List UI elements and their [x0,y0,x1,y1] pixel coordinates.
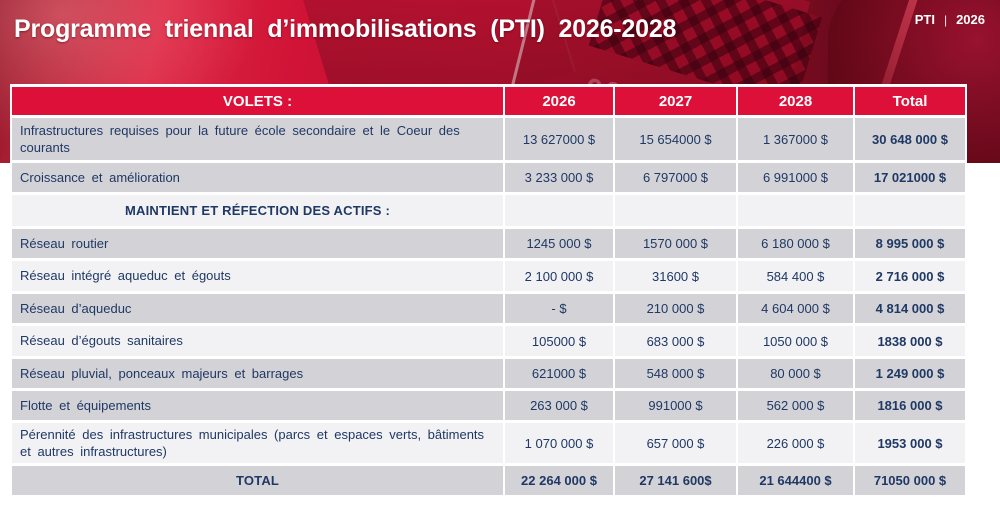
corner-badge-pti: PTI [914,12,935,27]
column-header-2028: 2028 [736,84,855,118]
page-title: Programme triennal d’immobilisations (PT… [14,15,677,43]
table-row-reseau-pluvial: Réseau pluvial, ponceaux majeurs et barr… [10,356,967,391]
value-2028: 584 400 $ [736,258,855,294]
value-2027: 991000 $ [613,388,738,423]
value-2028: 226 000 $ [736,419,855,467]
value-total: 1953 000 $ [853,419,967,467]
value-2028: 562 000 $ [736,388,855,423]
value-2026: 263 000 $ [503,388,615,423]
value-2026 [503,192,615,229]
value-2027: 548 000 $ [613,356,738,391]
section-label: MAINTIENT ET RÉFECTION DES ACTIFS : [10,192,505,229]
value-total: 30 648 000 $ [853,115,967,163]
pti-budget-table: VOLETS : 2026 2027 2028 Total Infrastruc… [10,84,967,499]
value-2028: 4 604 000 $ [736,291,855,326]
value-2028: 6 991000 $ [736,160,855,195]
row-label: Réseau d’aqueduc [10,291,505,326]
table-row-grand-total: TOTAL 22 264 000 $ 27 141 600$ 21 644400… [10,463,967,499]
total-label: TOTAL [10,463,505,499]
table-section-row-maintient: MAINTIENT ET RÉFECTION DES ACTIFS : [10,192,967,229]
value-2028: 6 180 000 $ [736,226,855,261]
row-label: Pérennité des infrastructures municipale… [10,419,505,467]
row-label: Infrastructures requises pour la future … [10,115,505,163]
value-total: 1816 000 $ [853,388,967,423]
value-2026: 13 627000 $ [503,115,615,163]
value-2028: 80 000 $ [736,356,855,391]
value-2027: 210 000 $ [613,291,738,326]
column-header-2027: 2027 [613,84,738,118]
row-label: Flotte et équipements [10,388,505,423]
value-total: 2 716 000 $ [853,258,967,294]
value-total: 71050 000 $ [853,463,967,499]
value-2028: 1 367000 $ [736,115,855,163]
row-label: Réseau intégré aqueduc et égouts [10,258,505,294]
value-2026: 3 233 000 $ [503,160,615,195]
value-2026: 1245 000 $ [503,226,615,261]
value-2027: 31600 $ [613,258,738,294]
column-header-2026: 2026 [503,84,615,118]
table-row-reseau-egouts: Réseau d’égouts sanitaires 105000 $ 683 … [10,323,967,359]
table-row-croissance: Croissance et amélioration 3 233 000 $ 6… [10,160,967,195]
corner-badge-year: 2026 [956,12,985,27]
value-2026: - $ [503,291,615,326]
value-total: 17 021000 $ [853,160,967,195]
row-label: Croissance et amélioration [10,160,505,195]
value-2026: 621000 $ [503,356,615,391]
value-total: 1 249 000 $ [853,356,967,391]
column-header-volets: VOLETS : [10,84,505,118]
value-2027: 27 141 600$ [613,463,738,499]
corner-badge-separator: | [943,12,948,27]
value-total: 4 814 000 $ [853,291,967,326]
table-row-flotte: Flotte et équipements 263 000 $ 991000 $… [10,388,967,423]
row-label: Réseau pluvial, ponceaux majeurs et barr… [10,356,505,391]
value-2028 [736,192,855,229]
value-total: 8 995 000 $ [853,226,967,261]
value-total: 1838 000 $ [853,323,967,359]
value-2026: 22 264 000 $ [503,463,615,499]
corner-badge: PTI | 2026 [915,12,985,27]
value-2026: 1 070 000 $ [503,419,615,467]
value-total [853,192,967,229]
row-label: Réseau routier [10,226,505,261]
value-2027: 657 000 $ [613,419,738,467]
table-row-perennite: Pérennité des infrastructures municipale… [10,419,967,467]
value-2027: 683 000 $ [613,323,738,359]
value-2027 [613,192,738,229]
value-2027: 6 797000 $ [613,160,738,195]
table-row-reseau-integre: Réseau intégré aqueduc et égouts 2 100 0… [10,258,967,294]
value-2028: 21 644400 $ [736,463,855,499]
table-header-row: VOLETS : 2026 2027 2028 Total [10,84,967,118]
table-row-reseau-routier: Réseau routier 1245 000 $ 1570 000 $ 6 1… [10,226,967,261]
table-row-reseau-aqueduc: Réseau d’aqueduc - $ 210 000 $ 4 604 000… [10,291,967,326]
value-2027: 15 654000 $ [613,115,738,163]
column-header-total: Total [853,84,967,118]
value-2028: 1050 000 $ [736,323,855,359]
value-2026: 105000 $ [503,323,615,359]
row-label: Réseau d’égouts sanitaires [10,323,505,359]
value-2027: 1570 000 $ [613,226,738,261]
table-row-infrastructures: Infrastructures requises pour la future … [10,115,967,163]
value-2026: 2 100 000 $ [503,258,615,294]
